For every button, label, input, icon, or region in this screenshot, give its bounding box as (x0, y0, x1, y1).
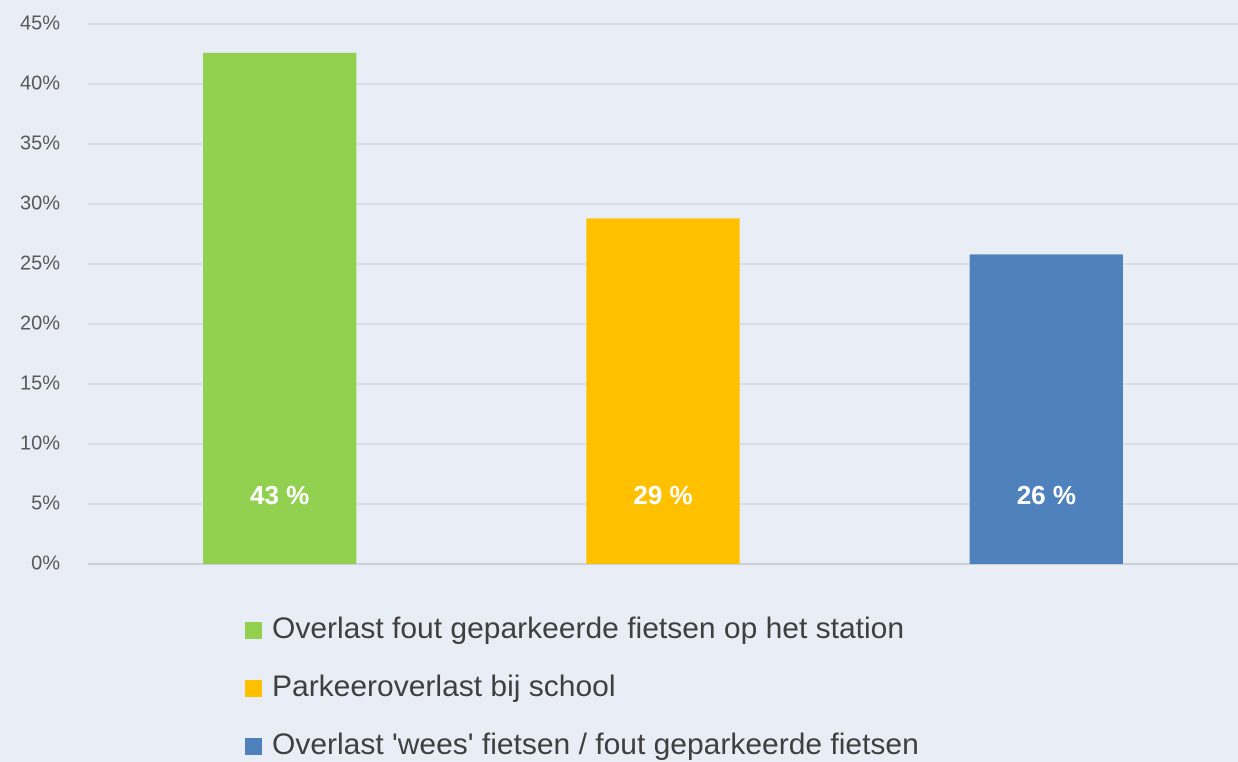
data-label: 43 % (250, 480, 309, 510)
y-tick-label: 0% (31, 552, 60, 574)
y-tick-label: 30% (20, 192, 60, 214)
bar (203, 52, 357, 565)
y-tick-label: 15% (20, 372, 60, 394)
bar (969, 254, 1123, 564)
y-tick-label: 5% (31, 492, 60, 514)
bar (586, 218, 740, 564)
legend-swatch (245, 622, 262, 639)
data-label: 29 % (633, 480, 692, 510)
legend-swatch (245, 738, 262, 755)
legend-label: Parkeeroverlast bij school (272, 670, 616, 703)
legend-label: Overlast 'wees' fietsen / fout geparkeer… (272, 728, 919, 761)
y-tick-label: 25% (20, 252, 60, 274)
y-tick-label: 35% (20, 132, 60, 154)
legend-swatch (245, 680, 262, 697)
y-tick-label: 40% (20, 72, 60, 94)
data-label: 26 % (1017, 480, 1076, 510)
y-tick-label: 45% (20, 12, 60, 34)
legend-label: Overlast fout geparkeerde fietsen op het… (272, 612, 904, 645)
y-tick-label: 10% (20, 432, 60, 454)
y-tick-label: 20% (20, 312, 60, 334)
